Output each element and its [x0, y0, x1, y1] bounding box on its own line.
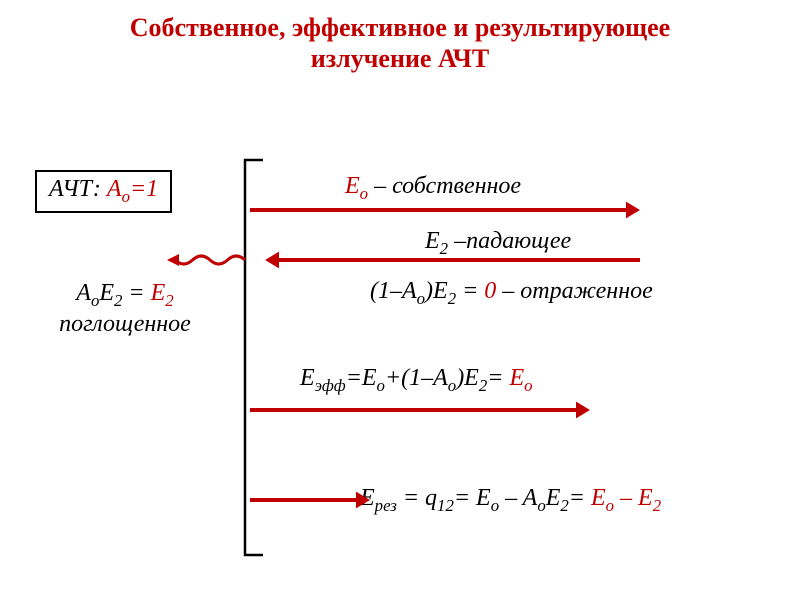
- effective-label: Eэфф=Eo+(1–Ao)E2= Eo: [300, 365, 533, 396]
- incident-label: E2 –падающее: [425, 228, 571, 259]
- own-emission-label: Eo – собственное: [345, 173, 521, 204]
- blackbody-condition-box: АЧТ: Ao=1: [35, 170, 172, 213]
- slide-title: Собственное, эффективное и результирующе…: [0, 12, 800, 74]
- reflected-label: (1–Ao)E2 = 0 – отраженное: [370, 278, 653, 309]
- resulting-label: Eрез = q12= Eo – AoE2= Eo – E2: [360, 485, 661, 516]
- absorbed-label: AoE2 = E2 поглощенное: [25, 280, 225, 338]
